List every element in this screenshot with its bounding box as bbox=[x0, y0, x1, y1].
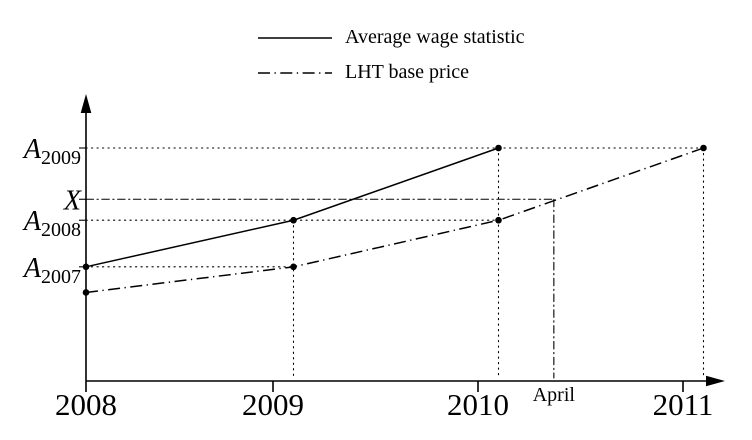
y-axis-label-A2007: A2007 bbox=[22, 253, 81, 288]
legend-entry-average-wage: Average wage statistic bbox=[257, 20, 525, 55]
data-point-lht-base-price bbox=[290, 263, 297, 271]
data-point-lht-base-price bbox=[700, 144, 707, 152]
y-axis-label-A2009: A2009 bbox=[22, 134, 81, 169]
x-axis-label-2011: 2011 bbox=[653, 387, 714, 422]
data-point-average-wage bbox=[495, 144, 502, 152]
x-axis-label-2010: 2010 bbox=[447, 387, 509, 422]
legend-label-lht-base-price: LHT base price bbox=[345, 61, 470, 83]
x-axis-label-april: April bbox=[533, 384, 576, 406]
legend-line-sample-dashdot bbox=[258, 71, 332, 74]
legend-label-average-wage: Average wage statistic bbox=[345, 26, 525, 48]
series-line-average-wage bbox=[85, 147, 499, 268]
legend-entry-lht-base-price: LHT base price bbox=[257, 55, 525, 90]
chart-legend: Average wage statistic LHT base price bbox=[257, 20, 525, 90]
data-point-average-wage bbox=[290, 216, 297, 224]
series-line-lht-base-price bbox=[85, 147, 704, 294]
x-axis-label-2009: 2009 bbox=[242, 387, 304, 422]
legend-line-sample-solid bbox=[258, 36, 332, 39]
y-axis-arrow-icon bbox=[80, 94, 92, 113]
y-axis-label-A2008: A2008 bbox=[22, 206, 81, 241]
data-point-lht-base-price bbox=[495, 216, 502, 224]
x-axis-arrow-icon bbox=[706, 375, 725, 387]
y-axis-label-X: X bbox=[63, 185, 82, 216]
x-axis-label-2008: 2008 bbox=[55, 387, 117, 422]
